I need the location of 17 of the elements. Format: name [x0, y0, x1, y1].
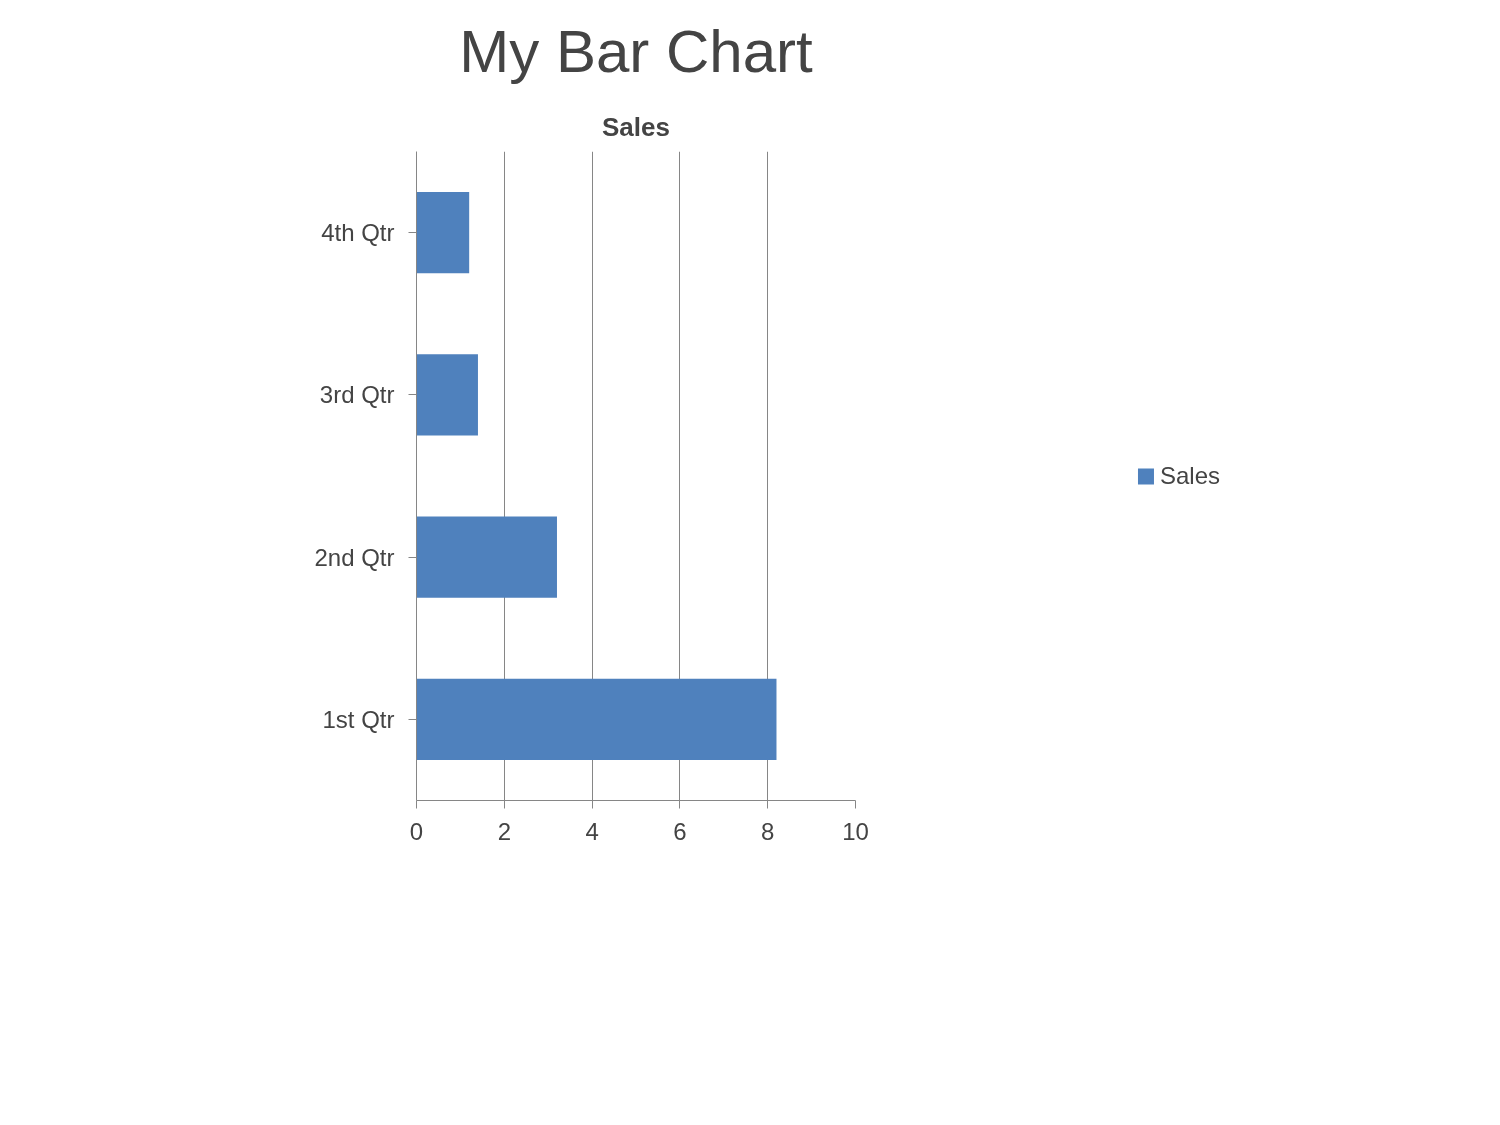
bar — [416, 192, 470, 274]
x-tick-label: 2 — [497, 817, 511, 845]
bar — [416, 678, 777, 760]
bar — [416, 354, 478, 436]
x-tick-label: 4 — [585, 817, 599, 845]
x-tick-label: 0 — [409, 817, 424, 845]
x-tick-label: 10 — [842, 817, 869, 845]
y-tick-label: 2nd Qtr — [314, 543, 395, 571]
bar — [416, 516, 557, 598]
chart-subtitle: Sales — [602, 111, 670, 142]
y-tick-label: 4th Qtr — [321, 219, 395, 247]
y-tick-label: 1st Qtr — [322, 705, 395, 733]
x-tick-label: 8 — [761, 817, 775, 845]
legend-label: Sales — [1159, 461, 1221, 490]
y-tick-label: 3rd Qtr — [319, 381, 395, 409]
x-tick-label: 6 — [673, 817, 687, 845]
chart-title: My Bar Chart — [459, 17, 814, 85]
